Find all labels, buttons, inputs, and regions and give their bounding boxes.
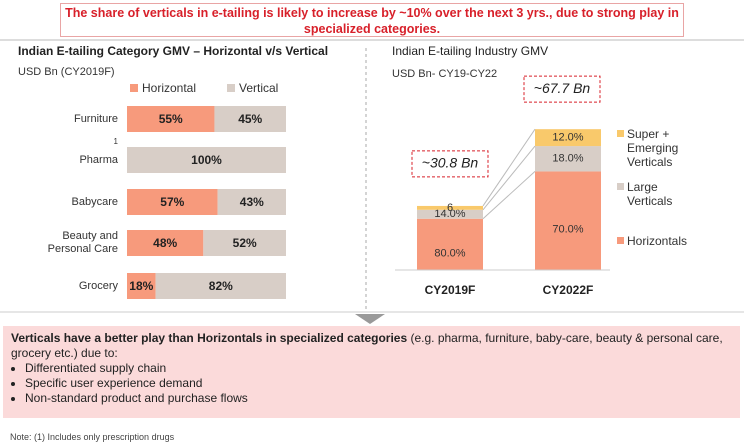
footnote-marker: 1 [114,137,119,146]
bullet-list: Differentiated supply chainSpecific user… [11,361,732,406]
value-label: 6 [447,202,453,214]
category-label: CY2022F [543,283,594,297]
legend-label: Horizontals [627,234,688,248]
connector [482,128,536,207]
bar-segment [127,106,215,132]
chart-title: Indian E-tailing Industry GMV [392,44,548,58]
legend-label: Vertical [239,81,278,95]
callout-text: (e.g. pharma, furniture, baby-care, beau… [11,331,723,360]
value-label: 55% [159,112,183,126]
bar-segment [127,230,204,256]
connector [482,171,536,220]
bar-segment [127,147,286,173]
category-label: Pharma [79,154,118,166]
value-label: 80.0% [434,247,465,259]
value-label: 43% [240,195,264,209]
bar-segment [217,189,286,215]
value-label: 45% [238,112,262,126]
value-label: 100% [191,153,222,167]
category-label: Grocery [78,280,118,292]
category-label: Furniture [73,113,118,125]
bar-segment [127,189,218,215]
bullet: Differentiated supply chain [25,361,732,376]
connector [482,145,536,211]
value-label: 14.0% [434,208,465,220]
value-label: 18% [129,279,153,293]
category-label: Babycare [71,196,118,208]
legend-label: Super + Emerging Verticals [627,127,679,169]
value-label: 52% [233,236,257,250]
legend-label: Large Verticals [627,180,673,208]
chart-subtitle: USD Bn (CY2019F) [18,66,115,78]
legend-swatch [130,84,138,92]
bar-segment [535,146,601,172]
callout: Verticals have a better play than Horizo… [3,326,740,418]
chart-subtitle: USD Bn- CY19-CY22 [392,68,497,80]
category-label: Beauty and Personal Care [47,230,118,255]
callout-lead: Verticals have a better play than Horizo… [11,331,408,345]
total-box [411,150,489,178]
category-label: CY2019F [425,283,476,297]
bar-segment [417,209,483,219]
total-box [523,75,601,103]
bar-segment [417,218,483,270]
value-label: 82% [209,279,233,293]
bar-segment [127,273,156,299]
legend-label: Horizontal [142,81,196,95]
legend-swatch [617,237,624,244]
arrow [355,314,385,324]
value-label: 48% [153,236,177,250]
bar-segment [535,171,601,270]
bar-segment [535,129,601,147]
chart-title: Indian E-tailing Category GMV – Horizont… [18,44,328,58]
value-label: 57% [160,195,184,209]
value-label: 70.0% [552,224,583,236]
bar-segment [203,230,286,256]
bar-segment [417,205,483,210]
legend-swatch [617,130,624,137]
legend-swatch [227,84,235,92]
banner: The share of verticals in e-tailing is l… [60,3,684,37]
total-label: ~30.8 Bn [422,155,479,171]
legend-swatch [617,183,624,190]
value-label: 12.0% [552,132,583,144]
total-label: ~67.7 Bn [534,80,591,96]
bullet: Specific user experience demand [25,376,732,391]
bar-segment [155,273,286,299]
bar-segment [214,106,286,132]
note: Note: (1) Includes only prescription dru… [10,432,175,442]
value-label: 18.0% [552,153,583,165]
bullet: Non-standard product and purchase flows [25,391,732,406]
